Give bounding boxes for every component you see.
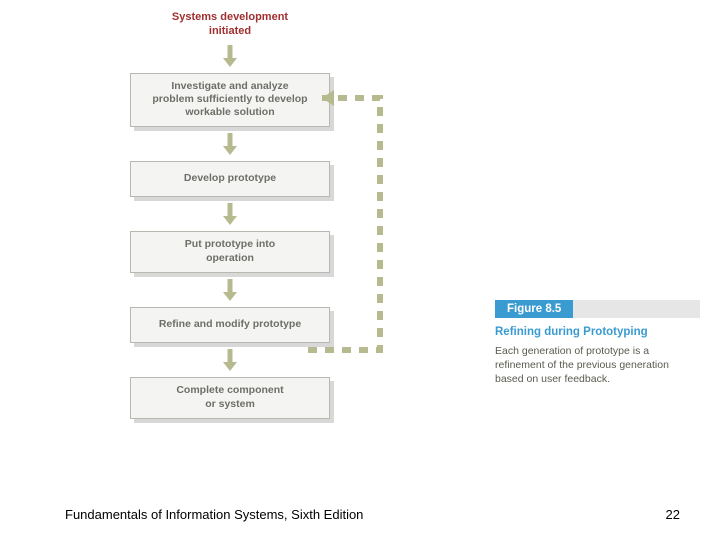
figure-caption: Figure 8.5 Refining during Prototyping E… xyxy=(495,300,700,387)
node-box: Refine and modify prototype xyxy=(130,307,330,343)
arrow-icon xyxy=(223,203,237,225)
figure-body: Each generation of prototype is a refine… xyxy=(495,344,700,387)
node-investigate: Investigate and analyzeproblem sufficien… xyxy=(130,73,330,127)
slide-footer: Fundamentals of Information Systems, Six… xyxy=(65,507,680,522)
node-operate: Put prototype intooperation xyxy=(130,231,330,273)
node-label: Investigate and analyzeproblem sufficien… xyxy=(152,80,307,119)
start-node: Systems developmentinitiated xyxy=(100,10,360,39)
node-label: Put prototype intooperation xyxy=(185,238,275,264)
flowchart: Systems developmentinitiated Investigate… xyxy=(100,10,360,425)
arrow-icon xyxy=(223,133,237,155)
arrow-icon xyxy=(223,279,237,301)
node-box: Investigate and analyzeproblem sufficien… xyxy=(130,73,330,127)
arrow-icon xyxy=(223,349,237,371)
figure-title: Refining during Prototyping xyxy=(495,326,700,338)
node-label: Complete componentor system xyxy=(176,384,283,410)
start-label-line1: Systems developmentinitiated xyxy=(172,11,288,37)
figure-label-bar: Figure 8.5 xyxy=(495,300,700,318)
footer-text: Fundamentals of Information Systems, Six… xyxy=(65,507,363,522)
figure-bar-tail xyxy=(573,300,700,318)
figure-number: Figure 8.5 xyxy=(495,300,573,318)
node-box: Develop prototype xyxy=(130,161,330,197)
page-number: 22 xyxy=(666,507,680,522)
node-box: Complete componentor system xyxy=(130,377,330,419)
node-label: Refine and modify prototype xyxy=(159,318,301,331)
node-label: Develop prototype xyxy=(184,172,276,185)
node-refine: Refine and modify prototype xyxy=(130,307,330,343)
node-complete: Complete componentor system xyxy=(130,377,330,419)
arrow-icon xyxy=(223,45,237,67)
node-box: Put prototype intooperation xyxy=(130,231,330,273)
node-develop: Develop prototype xyxy=(130,161,330,197)
